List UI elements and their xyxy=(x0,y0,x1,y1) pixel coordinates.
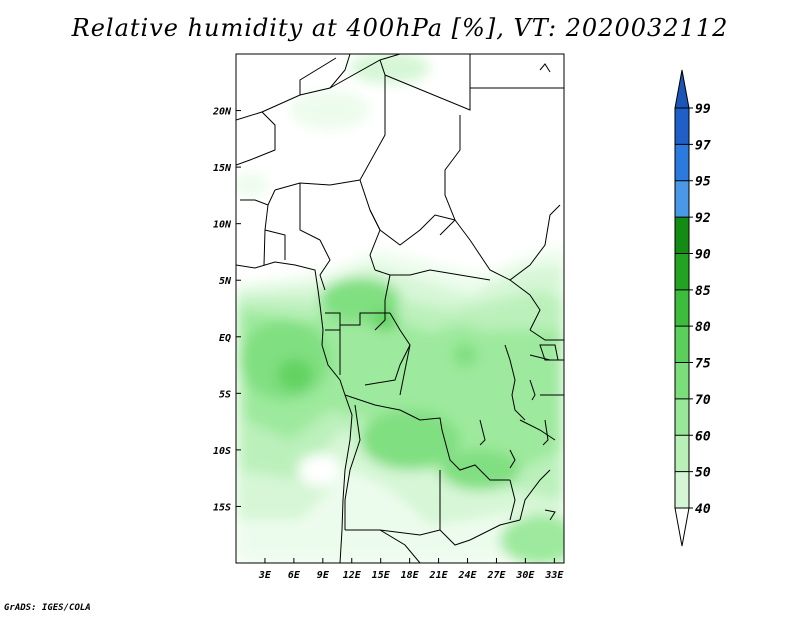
country-borders xyxy=(236,54,564,563)
lat-tick-label: 10S xyxy=(213,446,231,457)
colorbar-segment xyxy=(675,471,689,508)
lon-tick-label: 15E xyxy=(372,570,391,581)
colorbar-label: 75 xyxy=(695,357,711,372)
lon-tick-label: 27E xyxy=(486,570,506,581)
lon-tick-label: 24E xyxy=(457,570,477,581)
colorbar-label: 50 xyxy=(695,466,711,481)
lon-tick-label: 3E xyxy=(258,570,272,581)
colorbar-label: 60 xyxy=(695,429,711,444)
lon-tick-label: 33E xyxy=(544,570,564,581)
colorbar-label: 90 xyxy=(695,247,711,262)
lon-tick-label: 6E xyxy=(288,570,301,581)
lat-tick-label: 5N xyxy=(219,276,232,287)
colorbar-segment xyxy=(675,435,689,472)
colorbar-label: 70 xyxy=(695,393,711,408)
colorbar-segment xyxy=(675,253,689,290)
grads-credit: GrADS: IGES/COLA xyxy=(4,603,91,613)
colorbar-label: 40 xyxy=(695,502,711,517)
colorbar-bottom-arrow xyxy=(674,507,690,547)
colorbar-label: 95 xyxy=(695,175,711,190)
colorbar-label: 80 xyxy=(695,320,711,335)
lat-tick-label: 15S xyxy=(213,502,231,513)
colorbar-segment xyxy=(675,326,689,363)
lon-tick-label: 21E xyxy=(429,570,449,581)
colorbar-segment xyxy=(675,398,689,436)
lon-tick-label: 30E xyxy=(515,570,535,581)
colorbar-segment xyxy=(675,108,689,145)
colorbar-label: 97 xyxy=(695,138,711,153)
colorbar-segment xyxy=(675,217,689,254)
longitude-axis: 3E 6E 9E 12E 15E 18E 21E 24E 27E 30E 33E xyxy=(258,558,564,581)
colorbar-segment xyxy=(675,289,689,327)
lat-tick-label: 15N xyxy=(213,163,232,174)
colorbar-label: 99 xyxy=(695,102,711,117)
lat-tick-label: 10N xyxy=(213,220,232,231)
lon-tick-label: 18E xyxy=(401,570,420,581)
lat-tick-label: 5S xyxy=(219,389,231,400)
lat-tick-label: EQ xyxy=(219,333,231,344)
colorbar-segment xyxy=(675,362,689,399)
colorbar: 99 97 95 92 90 85 80 75 70 60 50 40 xyxy=(674,69,711,547)
colorbar-segment xyxy=(675,180,689,218)
chart-title: Relative humidity at 400hPa [%], VT: 202… xyxy=(71,14,729,42)
map-frame xyxy=(235,53,565,564)
humidity-field xyxy=(236,54,564,563)
colorbar-top-arrow xyxy=(674,69,690,109)
colorbar-label: 92 xyxy=(695,211,711,226)
colorbar-segment xyxy=(675,144,689,181)
latitude-axis: 20N 15N 10N 5N EQ 5S 10S 15S xyxy=(212,107,241,513)
lon-tick-label: 12E xyxy=(343,570,362,581)
lon-tick-label: 9E xyxy=(317,570,330,581)
colorbar-label: 85 xyxy=(695,284,711,299)
lat-tick-label: 20N xyxy=(212,107,232,118)
coastlines xyxy=(236,63,559,563)
